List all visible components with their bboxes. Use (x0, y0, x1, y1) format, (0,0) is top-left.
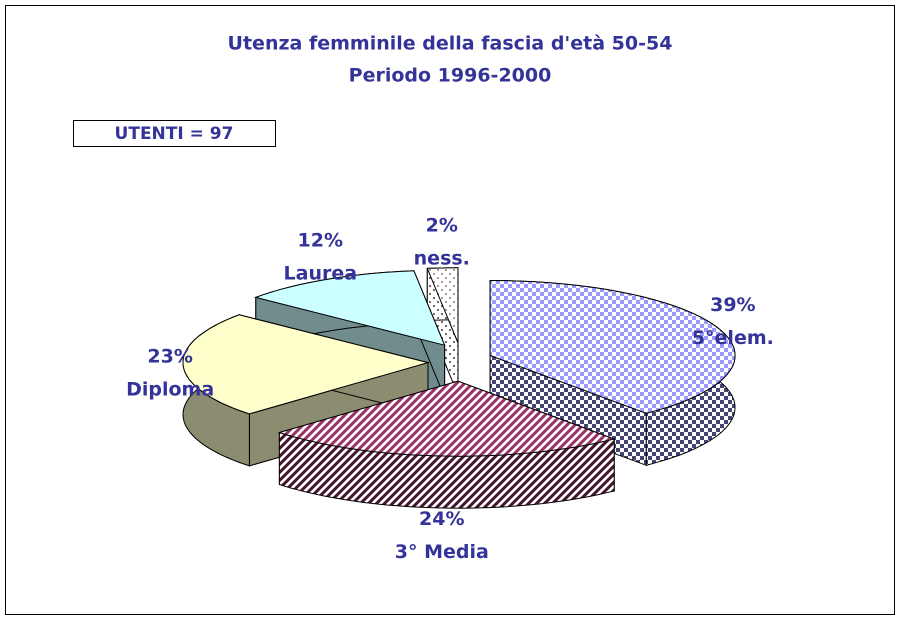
slice (254, 270, 446, 346)
annotation-box (73, 120, 276, 147)
data-label: 24% (419, 508, 464, 530)
slice (426, 267, 459, 343)
category-label: Diploma (126, 379, 214, 401)
category-label: 3° Media (395, 541, 489, 563)
slice (277, 380, 616, 509)
slice (489, 279, 736, 414)
chart-title: Utenza femminile della fascia d'età 50-5… (228, 33, 673, 55)
slice (182, 314, 430, 415)
data-label: 39% (710, 294, 755, 316)
data-label: 12% (298, 229, 343, 251)
category-label: Laurea (284, 262, 358, 284)
annotation: UTENTI = 97 (115, 124, 234, 144)
data-label: 2% (426, 215, 458, 237)
category-label: 5°elem. (692, 327, 774, 349)
chart-subtitle: Periodo 1996-2000 (349, 65, 552, 87)
data-label: 23% (147, 346, 192, 368)
slice (277, 380, 616, 457)
category-label: ness. (414, 248, 470, 270)
